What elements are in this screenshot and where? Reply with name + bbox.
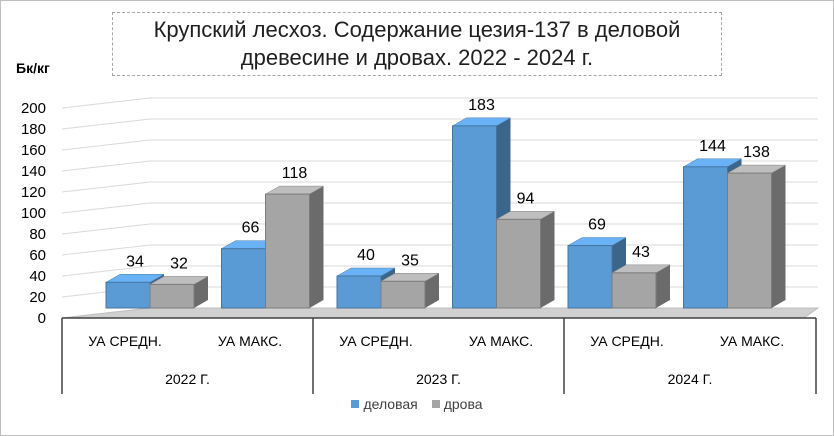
- bar-side: [540, 211, 555, 308]
- bar-side: [425, 273, 439, 308]
- bar-side: [194, 276, 208, 308]
- data-label: 183: [468, 97, 495, 114]
- bar-series-1: [221, 248, 266, 309]
- x-tick-label: УА МАКС.: [218, 333, 282, 349]
- data-label: 144: [699, 138, 726, 155]
- legend: деловая дрова: [0, 396, 834, 412]
- data-label: 43: [632, 244, 650, 261]
- y-axis-unit-label: Бк/кг: [16, 60, 50, 76]
- bar-series-2: [149, 283, 195, 309]
- gridline-depth: [61, 244, 151, 256]
- legend-label-series-2: дрова: [443, 396, 483, 412]
- x-group-label: 2022 Г.: [165, 371, 210, 387]
- x-tick-label: УА СРЕДН.: [590, 333, 663, 349]
- chart-title-line-1: Крупский лесхоз. Содержание цезия-137 в …: [153, 17, 681, 42]
- chart-title-line-2: древесине и дровах. 2022 - 2024 г.: [240, 45, 594, 70]
- bar-side: [771, 165, 786, 308]
- bar-series-2: [380, 280, 426, 309]
- gridline-depth: [61, 118, 151, 130]
- gridline-depth: [61, 265, 151, 277]
- y-tick-label: 80: [29, 226, 46, 243]
- gridline-depth: [61, 97, 151, 109]
- bar-series-1: [336, 275, 382, 309]
- y-tick-label: 60: [29, 247, 46, 264]
- data-label: 69: [588, 217, 606, 234]
- data-label: 35: [401, 252, 419, 269]
- gridline-depth: [61, 160, 151, 172]
- bar-series-1: [683, 166, 728, 309]
- data-label: 34: [126, 253, 144, 270]
- data-label: 40: [357, 247, 375, 264]
- bar-series-2: [496, 218, 541, 309]
- data-label: 138: [743, 144, 770, 161]
- x-tick-label: УА СРЕДН.: [88, 333, 161, 349]
- y-tick-label: 200: [21, 100, 46, 117]
- gridline-depth: [61, 223, 151, 235]
- y-tick-label: 120: [21, 184, 46, 201]
- legend-item-series-2: дрова: [431, 396, 483, 412]
- bar-series-1: [452, 125, 497, 309]
- y-tick-label: 160: [21, 142, 46, 159]
- gridline-depth: [61, 181, 151, 193]
- bar-series-1: [105, 281, 151, 309]
- y-tick-label: 100: [21, 205, 46, 222]
- legend-swatch-series-1: [351, 400, 360, 408]
- legend-label-series-1: деловая: [363, 396, 418, 412]
- x-group-label: 2024 Г.: [668, 371, 713, 387]
- bar-series-2: [265, 193, 310, 309]
- x-tick-label: УА МАКС.: [469, 333, 533, 349]
- legend-swatch-series-2: [431, 400, 440, 408]
- bar-series-2: [727, 172, 772, 309]
- data-label: 32: [170, 255, 188, 272]
- gridline-depth: [61, 139, 151, 151]
- y-tick-label: 180: [21, 121, 46, 138]
- x-tick-label: УА МАКС.: [720, 333, 784, 349]
- bar-side: [309, 186, 324, 308]
- bar-side: [656, 264, 670, 308]
- data-label: 66: [242, 220, 260, 237]
- y-tick-label: 0: [38, 310, 46, 327]
- data-label: 94: [517, 190, 535, 207]
- y-tick-label: 40: [29, 268, 46, 285]
- y-tick-label: 140: [21, 163, 46, 180]
- y-tick-label: 20: [29, 289, 46, 306]
- bar-series-2: [611, 272, 657, 309]
- chart-title: Крупский лесхоз. Содержание цезия-137 в …: [112, 12, 722, 76]
- x-tick-label: УА СРЕДН.: [339, 333, 412, 349]
- gridline-depth: [61, 202, 151, 214]
- data-label: 118: [282, 165, 308, 182]
- x-group-label: 2023 Г.: [416, 371, 461, 387]
- chart-floor: [61, 307, 820, 319]
- bar-series-1: [567, 245, 613, 309]
- legend-item-series-1: деловая: [351, 396, 418, 412]
